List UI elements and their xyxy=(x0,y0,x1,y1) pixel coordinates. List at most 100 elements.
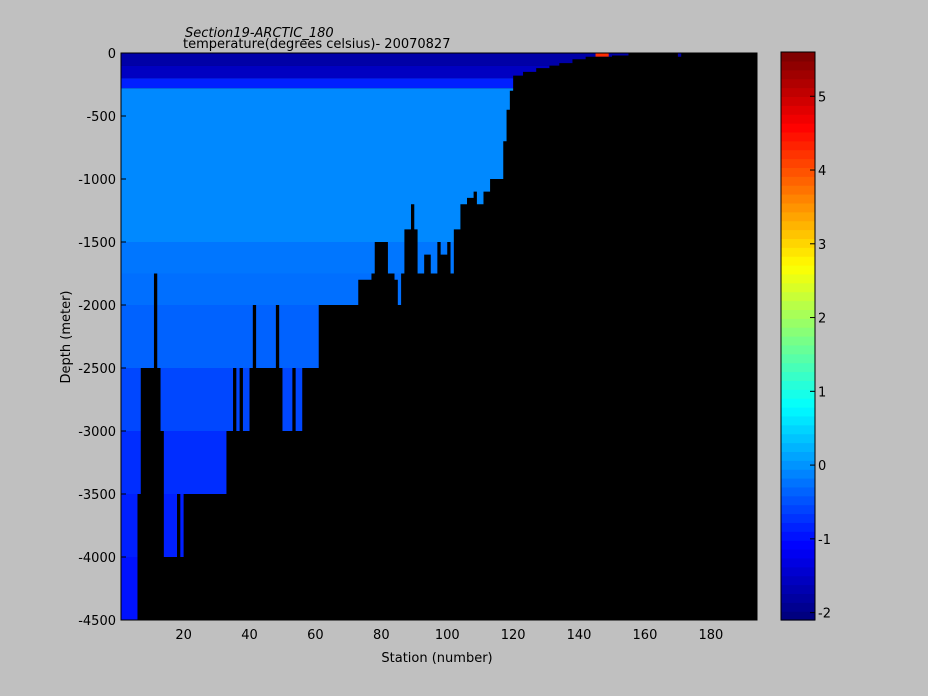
x-tick-label: 140 xyxy=(567,628,592,643)
colorbar-segment xyxy=(781,362,815,373)
colorbar-segment xyxy=(781,380,815,390)
chart-title: Section19-ARCTIC_180 xyxy=(185,26,334,41)
colorbar-segment xyxy=(781,424,815,435)
colorbar-segment xyxy=(781,211,815,222)
warm-patch xyxy=(595,53,609,57)
colorbar-segment xyxy=(781,344,815,355)
colorbar-segment xyxy=(781,52,815,62)
colorbar-segment xyxy=(781,238,815,248)
colorbar-segment xyxy=(781,433,815,444)
colorbar-segment xyxy=(781,140,815,151)
y-tick-label: -500 xyxy=(86,110,116,125)
colorbar-segment xyxy=(781,220,815,231)
colorbar-segment xyxy=(781,60,815,71)
colorbar-tick-label: 3 xyxy=(818,238,826,253)
x-tick-label: 100 xyxy=(435,628,460,643)
colorbar-segment xyxy=(781,513,815,523)
x-axis: 20 40 60 80 100 120 140 160 180 xyxy=(175,615,723,643)
colorbar-segment xyxy=(781,415,815,426)
colorbar-segment xyxy=(781,469,815,479)
colorbar-segment xyxy=(781,327,815,337)
x-tick-label: 120 xyxy=(501,628,526,643)
colorbar-segment xyxy=(781,114,815,124)
y-tick-label: -1000 xyxy=(78,173,116,188)
colorbar-frame xyxy=(780,51,816,621)
colorbar-segment xyxy=(781,398,815,408)
colorbar-tick-label: -2 xyxy=(818,607,831,622)
colorbar-segment xyxy=(781,167,815,177)
y-tick-label: -1500 xyxy=(78,236,116,251)
colorbar-segment xyxy=(781,407,815,417)
colorbar-tick-label: 1 xyxy=(818,385,826,400)
colorbar-tick-label: 4 xyxy=(818,164,826,179)
chart-subtitle: temperature(degrees celsius)- 20070827 xyxy=(183,37,450,52)
y-tick-label: 0 xyxy=(108,47,116,62)
colorbar xyxy=(781,52,815,621)
colorbar-segment xyxy=(781,176,815,186)
colorbar-segment xyxy=(781,495,815,506)
colorbar-segment xyxy=(781,273,815,284)
y-tick-label: -2000 xyxy=(78,299,116,314)
colorbar-segment xyxy=(781,247,815,257)
y-axis: 0 -500 -1000 -1500 -2000 -2500 -3000 -3500 -4000… xyxy=(78,47,126,629)
colorbar-segment xyxy=(781,531,815,541)
colorbar-segment xyxy=(781,282,815,293)
x-tick-label: 180 xyxy=(698,628,723,643)
colorbar-segment xyxy=(781,78,815,89)
y-tick-label: -4000 xyxy=(78,551,116,566)
x-tick-label: 60 xyxy=(307,628,324,643)
colorbar-segment xyxy=(781,602,815,612)
colorbar-segment xyxy=(781,460,815,470)
colorbar-segment xyxy=(781,442,815,452)
colorbar-segment xyxy=(781,69,815,80)
colorbar-segment xyxy=(781,451,815,461)
colorbar-segment xyxy=(781,105,815,115)
colorbar-segment xyxy=(781,194,815,204)
colorbar-segment xyxy=(781,131,815,142)
colorbar-segment xyxy=(781,584,815,594)
colorbar-segment xyxy=(781,389,815,399)
colorbar-segment xyxy=(781,478,815,488)
colorbar-segment xyxy=(781,96,815,106)
colorbar-segment xyxy=(781,318,815,328)
colorbar-segment xyxy=(781,185,815,195)
colorbar-segment xyxy=(781,575,815,586)
colorbar-segment xyxy=(781,557,815,568)
y-tick-label: -4500 xyxy=(78,614,116,629)
colorbar-segment xyxy=(781,265,815,275)
plot-area xyxy=(121,53,757,620)
colorbar-segment xyxy=(781,300,815,310)
colorbar-segment xyxy=(781,593,815,603)
colorbar-segment xyxy=(781,149,815,160)
x-tick-label: 40 xyxy=(241,628,258,643)
colorbar-tick-label: 0 xyxy=(818,459,826,474)
colorbar-segment xyxy=(781,540,815,550)
x-tick-label: 80 xyxy=(373,628,390,643)
colorbar-ticks: -2 -1 0 1 2 3 4 5 xyxy=(810,90,831,622)
colorbar-segment xyxy=(781,309,815,319)
x-tick-label: 20 xyxy=(175,628,192,643)
colorbar-segment xyxy=(781,87,815,97)
colorbar-segment xyxy=(781,504,815,515)
colorbar-segment xyxy=(781,522,815,532)
y-axis-label: Depth (meter) xyxy=(59,291,74,384)
y-tick-label: -3000 xyxy=(78,425,116,440)
colorbar-segment xyxy=(781,202,815,213)
colorbar-segment xyxy=(781,291,815,302)
colorbar-tick-label: 5 xyxy=(818,90,826,105)
colorbar-tick-label: 2 xyxy=(818,312,826,327)
temperature-layer xyxy=(121,78,757,89)
y-tick-label: -3500 xyxy=(78,488,116,503)
colorbar-segment xyxy=(781,371,815,381)
x-tick-label: 160 xyxy=(633,628,658,643)
x-axis-label: Station (number) xyxy=(381,651,492,666)
colorbar-segment xyxy=(781,486,815,497)
colorbar-tick-label: -1 xyxy=(818,533,831,548)
colorbar-segment xyxy=(781,566,815,577)
colorbar-segment xyxy=(781,123,815,133)
colorbar-segment xyxy=(781,336,815,346)
bottom-mask xyxy=(121,53,757,620)
colorbar-segment xyxy=(781,158,815,168)
colorbar-segment xyxy=(781,229,815,239)
